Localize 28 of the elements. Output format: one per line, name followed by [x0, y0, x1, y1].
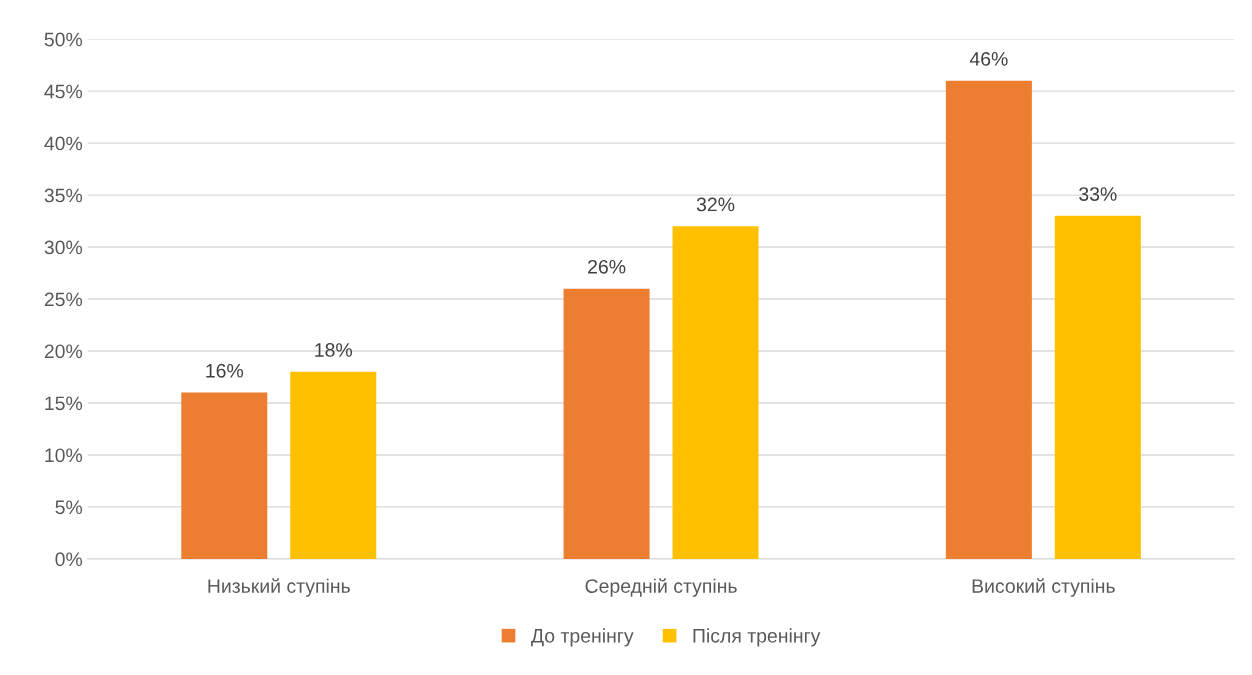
- x-tick-label: Низький ступінь: [208, 578, 350, 597]
- data-label: 46%: [969, 52, 1008, 66]
- x-tick-label: Високий ступінь: [972, 578, 1115, 597]
- bar: [290, 371, 377, 559]
- data-label: 26%: [588, 259, 626, 274]
- data-label: 16%: [206, 363, 244, 378]
- bar: [672, 226, 759, 559]
- bar: [1054, 215, 1141, 559]
- bar: [563, 288, 650, 559]
- data-label: 32%: [696, 197, 735, 212]
- y-tick-label: 5%: [55, 500, 83, 515]
- y-tick-label: 0%: [55, 552, 83, 567]
- bar: [945, 80, 1032, 559]
- y-tick-label: 25%: [44, 292, 83, 307]
- y-tick-label: 45%: [44, 84, 83, 99]
- legend-label: До тренінгу: [531, 628, 634, 647]
- data-label: 33%: [1079, 187, 1117, 201]
- y-tick-label: 10%: [45, 448, 83, 463]
- y-tick-label: 50%: [44, 32, 83, 47]
- y-tick-label: 15%: [45, 396, 83, 411]
- y-tick-label: 30%: [44, 240, 83, 255]
- y-tick-label: 20%: [44, 344, 83, 359]
- x-tick-label: Середній ступінь: [585, 578, 737, 597]
- y-tick-label: 40%: [44, 136, 83, 151]
- y-tick-label: 35%: [44, 188, 83, 203]
- bar: [181, 392, 268, 559]
- data-label: 18%: [315, 343, 353, 357]
- legend-label: Після тренінгу: [693, 628, 821, 647]
